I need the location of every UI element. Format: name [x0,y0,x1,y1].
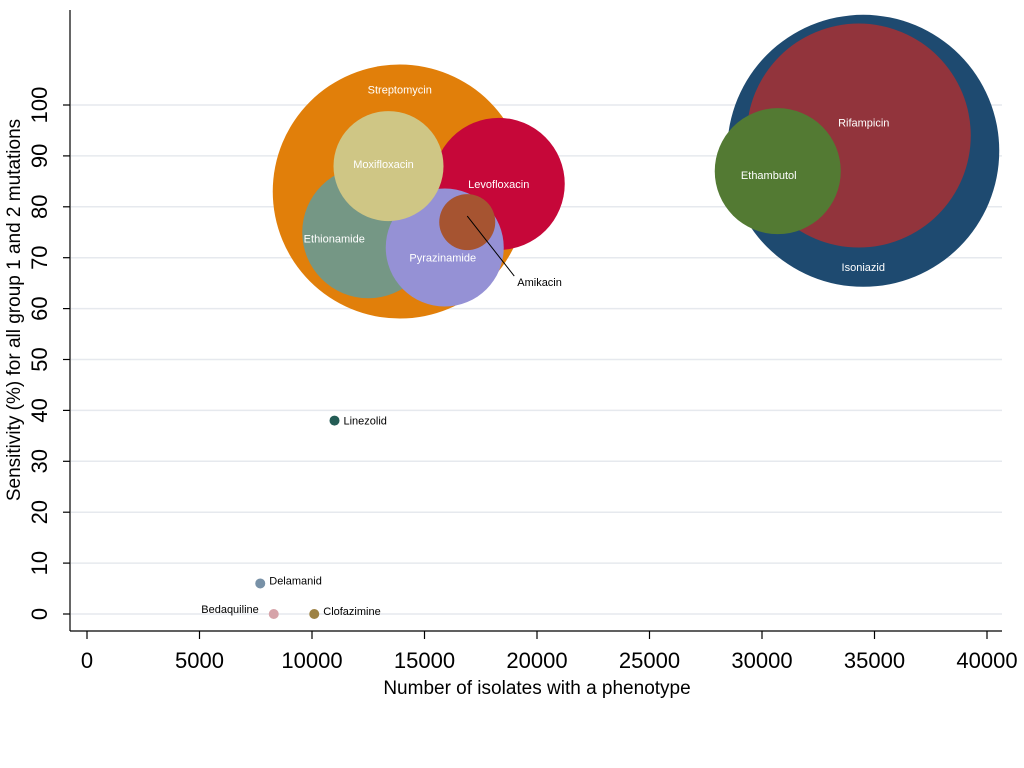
bubble-label-ethambutol: Ethambutol [741,170,797,182]
y-tick-label-90: 90 [27,144,52,168]
ticks: 0 10 20 30 40 50 60 70 80 90 100 0 5000 10000 15000 200… [27,87,1018,673]
bubble-label-rifampicin: Rifampicin [838,118,889,130]
bubble-label-bedaquiline: Bedaquiline [201,604,259,616]
bubble-label-streptomycin: Streptomycin [368,85,432,97]
y-tick-label-0: 0 [27,608,52,620]
y-tick-label-10: 10 [27,551,52,575]
y-tick-label-20: 20 [27,500,52,524]
bubble-bedaquiline [268,609,279,619]
leader-line-amikacin [466,215,515,277]
bubble-label-levofloxacin: Levofloxacin [468,179,529,191]
bubble-label-moxifloxacin: Moxifloxacin [353,159,414,171]
y-tick-label-40: 40 [27,398,52,422]
bubble-label-isoniazid: Isoniazid [842,262,885,274]
bubble-ethambutol [714,108,841,235]
y-tick-label-60: 60 [27,296,52,320]
bubble-label-pyrazinamide: Pyrazinamide [409,253,476,265]
bubble-amikacin [439,194,496,251]
x-tick-label-0: 0 [81,648,93,673]
bubble-moxifloxacin [333,111,444,222]
bubble-layer [255,14,1000,619]
x-tick-label-40000: 40000 [956,648,1017,673]
x-tick-label-5000: 5000 [175,648,224,673]
x-tick-label-10000: 10000 [281,648,342,673]
y-tick-label-70: 70 [27,245,52,269]
bubble-label-linezolid: Linezolid [344,416,387,428]
x-tick-label-25000: 25000 [619,648,680,673]
y-axis-title: Sensitivity (%) for all group 1 and 2 mu… [4,119,25,501]
bubble-label-delamanid: Delamanid [269,575,322,587]
y-tick-label-50: 50 [27,347,52,371]
bubble-clofazimine [309,609,320,619]
x-axis-title: Number of isolates with a phenotype [383,678,690,699]
x-tick-label-20000: 20000 [506,648,567,673]
bubble-label-amikacin: Amikacin [517,277,562,289]
bubble-labels: Isoniazid Rifampicin Ethambutol Streptomyci… [201,85,889,618]
x-tick-label-35000: 35000 [844,648,905,673]
y-tick-label-80: 80 [27,195,52,219]
x-tick-label-15000: 15000 [394,648,455,673]
x-tick-label-30000: 30000 [731,648,792,673]
y-tick-label-30: 30 [27,449,52,473]
bubble-delamanid [255,578,266,589]
y-tick-label-100: 100 [27,87,52,124]
bubble-label-clofazimine: Clofazimine [323,606,380,618]
axes [69,10,1002,632]
bubble-label-ethionamide: Ethionamide [304,233,365,245]
bubble-linezolid [329,415,340,426]
